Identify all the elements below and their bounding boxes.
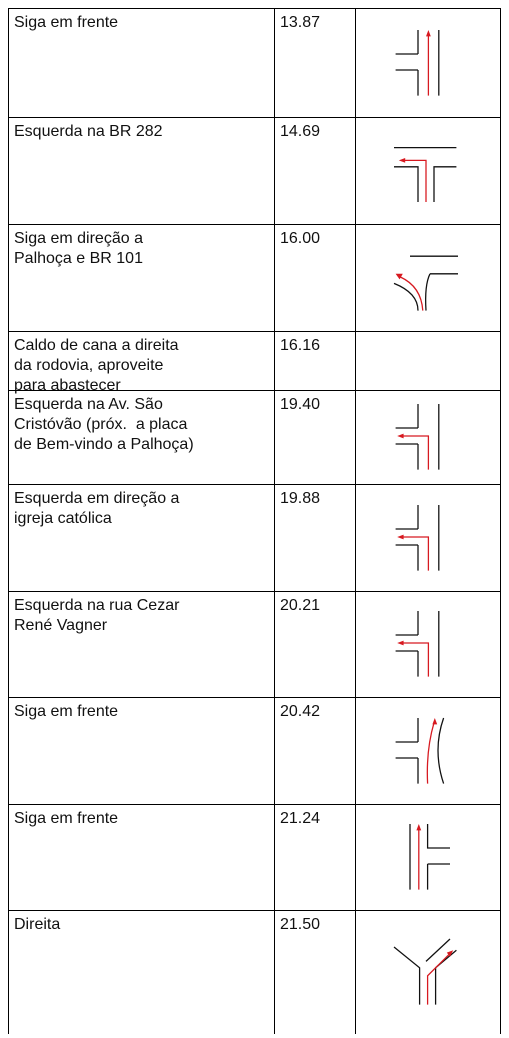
km-text: 16.16 <box>280 337 321 354</box>
direction-cell: Esquerda na BR 282 <box>8 117 274 224</box>
km-cell: 20.42 <box>274 697 355 804</box>
km-cell: 20.21 <box>274 591 355 697</box>
direction-cell: Siga em frente <box>8 804 274 910</box>
direction-cell: Esquerda em direção a igreja católica <box>8 484 274 591</box>
km-text: 16.00 <box>280 230 321 247</box>
icon-cell <box>355 697 501 804</box>
maneuver-icon <box>409 824 450 890</box>
direction-text: Direita <box>14 916 61 933</box>
direction-cell: Caldo de cana a direita da rodovia, aprov… <box>8 331 274 394</box>
maneuver-icon <box>395 504 440 571</box>
icon-cell <box>355 591 501 697</box>
km-text: 13.87 <box>280 14 321 31</box>
direction-cell: Direita <box>8 910 274 1034</box>
direction-text: de Bem-vindo a Palhoça) <box>14 436 194 453</box>
direction-text: Esquerda na rua Cezar <box>14 597 180 614</box>
km-cell: 19.88 <box>274 484 355 591</box>
icon-cell <box>355 331 501 390</box>
direction-text: Esquerda na BR 282 <box>14 123 163 140</box>
km-text: 20.21 <box>280 597 321 614</box>
direction-text: Cristóvão (próx. a placa <box>14 416 188 433</box>
km-cell: 19.40 <box>274 390 355 484</box>
km-text: 21.50 <box>280 916 321 933</box>
icon-cell <box>355 804 501 910</box>
km-text: 20.42 <box>280 703 321 720</box>
icon-cell <box>355 8 501 117</box>
direction-text: da rodovia, aproveite <box>14 357 164 374</box>
maneuver-icon <box>395 611 440 677</box>
km-cell: 21.24 <box>274 804 355 910</box>
km-text: 14.69 <box>280 123 321 140</box>
maneuver-icon <box>393 255 458 311</box>
direction-text: Siga em frente <box>14 14 119 31</box>
maneuver-icon <box>395 404 440 470</box>
km-text: 21.24 <box>280 810 321 827</box>
km-cell: 14.69 <box>274 117 355 224</box>
direction-text: para abastecer <box>14 377 121 394</box>
direction-cell: Siga em direção a Palhoça e BR 101 <box>8 224 274 331</box>
icon-cell <box>355 484 501 591</box>
icon-cell <box>355 910 501 1034</box>
maneuver-icon <box>393 938 457 1005</box>
direction-text: Siga em direção a <box>14 230 143 247</box>
km-cell: 16.00 <box>274 224 355 331</box>
direction-cell: Siga em frente <box>8 697 274 804</box>
maneuver-icon <box>394 146 457 202</box>
direction-cell: Esquerda na Av. São Cristóvão (próx. a pl… <box>8 390 274 484</box>
icon-cell <box>355 224 501 331</box>
direction-text: René Vagner <box>14 617 108 634</box>
km-cell: 16.16 <box>274 331 355 390</box>
direction-text: igreja católica <box>14 510 112 527</box>
maneuver-icon <box>395 717 445 784</box>
direction-text: Siga em frente <box>14 703 119 720</box>
direction-text: Palhoça e BR 101 <box>14 250 143 267</box>
icon-cell <box>355 390 501 484</box>
km-text: 19.88 <box>280 490 321 507</box>
km-text: 19.40 <box>280 396 321 413</box>
km-cell: 21.50 <box>274 910 355 1034</box>
km-cell: 13.87 <box>274 8 355 117</box>
direction-cell: Esquerda na rua Cezar René Vagner <box>8 591 274 697</box>
direction-text: Siga em frente <box>14 810 119 827</box>
direction-cell: Siga em frente <box>8 8 274 117</box>
direction-text: Esquerda em direção a <box>14 490 180 507</box>
icon-cell <box>355 117 501 224</box>
maneuver-icon <box>395 29 440 96</box>
direction-text: Esquerda na Av. São <box>14 396 163 413</box>
direction-text: Caldo de cana a direita <box>14 337 179 354</box>
